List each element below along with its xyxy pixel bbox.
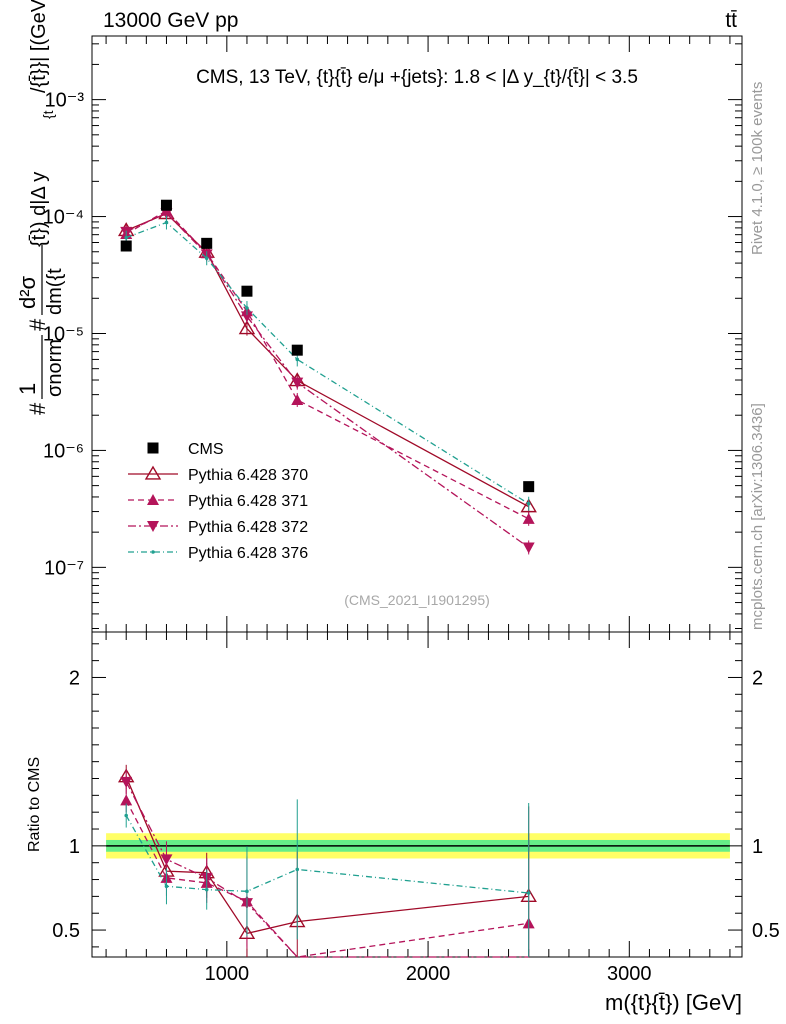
ratio-y-tick-label: 2 bbox=[69, 667, 80, 689]
ratio-y-tick-label: 0.5 bbox=[52, 920, 80, 942]
legend-marker bbox=[147, 521, 159, 532]
series-point bbox=[520, 498, 537, 513]
legend-marker bbox=[147, 442, 159, 454]
series-point bbox=[204, 256, 209, 261]
legend-label: CMS bbox=[188, 441, 224, 458]
ylabel-rest: {t̄}) d|Δ y bbox=[28, 172, 50, 247]
legend-marker bbox=[144, 465, 162, 480]
cms-point bbox=[201, 237, 213, 249]
series-point bbox=[245, 306, 249, 310]
ylabel-d2sigma: d²σ bbox=[15, 275, 40, 309]
ratio-point bbox=[120, 794, 133, 806]
ratio-y-tick-label: 1 bbox=[69, 836, 80, 858]
x-tick-label: 1000 bbox=[205, 963, 250, 985]
series-point bbox=[238, 320, 256, 335]
ratio-point bbox=[295, 867, 300, 872]
mcplots-label: mcplots.cern.ch [arXiv:1306.3436] bbox=[749, 403, 766, 630]
ratio-point bbox=[245, 889, 249, 894]
legend-marker bbox=[147, 494, 159, 505]
legend-label: Pythia 6.428 376 bbox=[188, 545, 308, 562]
legend-label: Pythia 6.428 372 bbox=[188, 519, 308, 536]
process-label: tt̄ bbox=[725, 9, 737, 32]
ratio-y-tick-label: 2 bbox=[752, 667, 763, 689]
ylabel-prefix: # bbox=[25, 402, 50, 415]
ratio-axis-ticks: 1000 2000 3000 0.5 0.5 1 1 2 2 bbox=[52, 632, 780, 985]
main-axis-ticks: 10⁻⁷ 10⁻⁶ 10⁻⁵ 10⁻⁴ 10⁻³ bbox=[43, 36, 742, 632]
legend-label: Pythia 6.428 370 bbox=[188, 467, 308, 484]
ylabel-sigma-norm: σnorm bbox=[44, 339, 66, 397]
series-point bbox=[526, 501, 531, 506]
series-line bbox=[125, 209, 529, 520]
y-tick-label: 10⁻⁵ bbox=[43, 323, 84, 345]
y-tick-label: 10⁻³ bbox=[45, 90, 85, 112]
ratio-point bbox=[120, 776, 133, 788]
series-point bbox=[124, 235, 129, 240]
y-tick-label: 10⁻⁷ bbox=[44, 557, 84, 579]
series-point bbox=[522, 542, 535, 554]
ratio-y-tick-label: 1 bbox=[752, 836, 763, 858]
collision-label: 13000 GeV pp bbox=[103, 9, 238, 32]
ylabel-sub: {t bbox=[40, 110, 56, 119]
x-axis-label: m({t}{t̄}) [GeV] bbox=[605, 990, 742, 1015]
ylabel-one: 1 bbox=[15, 383, 40, 395]
analysis-watermark: (CMS_2021_I1901295) bbox=[344, 592, 490, 608]
cms-point bbox=[241, 285, 253, 297]
main-panel-frame bbox=[91, 35, 743, 633]
series-line bbox=[125, 221, 530, 505]
cms-point bbox=[120, 240, 132, 252]
ratio-y-axis-label: Ratio to CMS bbox=[26, 757, 43, 852]
main-data-layer bbox=[117, 199, 537, 555]
cms-point bbox=[291, 344, 303, 356]
y-tick-label: 10⁻⁴ bbox=[43, 207, 84, 229]
legend-label: Pythia 6.428 371 bbox=[188, 493, 308, 510]
ratio-series-line bbox=[125, 815, 529, 894]
ratio-series-line bbox=[125, 781, 529, 958]
series-point bbox=[291, 377, 304, 389]
cms-point bbox=[160, 199, 172, 211]
series-point bbox=[160, 208, 173, 220]
ylabel-dm: dm({t bbox=[44, 268, 66, 315]
x-tick-label: 3000 bbox=[607, 963, 652, 985]
series-point bbox=[240, 311, 253, 323]
legend-marker bbox=[151, 550, 155, 554]
ratio-y-tick-label: 0.5 bbox=[752, 920, 780, 942]
y-tick-label: 10⁻⁶ bbox=[43, 440, 84, 462]
series-line bbox=[125, 212, 530, 548]
ratio-point bbox=[124, 813, 129, 818]
ratio-point bbox=[160, 854, 173, 866]
ratio-data-layer bbox=[106, 764, 730, 958]
ylabel-hash2: # bbox=[25, 318, 50, 331]
legend: CMS Pythia 6.428 370 Pythia 6.428 371 Pythi… bbox=[128, 441, 308, 562]
ratio-point bbox=[164, 884, 169, 889]
svg-text:#: # bbox=[25, 402, 50, 415]
main-y-axis-label: # 1 σnorm # d²σ dm({t {t̄}) d|Δ y {t /{t… bbox=[15, 0, 66, 415]
ratio-point bbox=[204, 887, 209, 892]
ratio-series-line bbox=[125, 800, 529, 958]
main-title: CMS, 13 TeV, {t}{t̄} e/μ +{jets}: 1.8 < … bbox=[196, 67, 638, 88]
ylabel-tail: /{t̄}}| [(GeV)⁻¹] bbox=[28, 0, 50, 93]
series-point bbox=[291, 393, 304, 405]
x-tick-label: 2000 bbox=[406, 963, 451, 985]
rivet-version-label: Rivet 4.1.0, ≥ 100k events bbox=[749, 82, 766, 255]
cms-point bbox=[523, 481, 535, 493]
series-line bbox=[125, 212, 529, 508]
series-point bbox=[522, 512, 535, 524]
ratio-point bbox=[526, 891, 531, 895]
series-point bbox=[295, 357, 300, 362]
series-point bbox=[164, 220, 169, 225]
ratio-series-line bbox=[125, 776, 529, 935]
